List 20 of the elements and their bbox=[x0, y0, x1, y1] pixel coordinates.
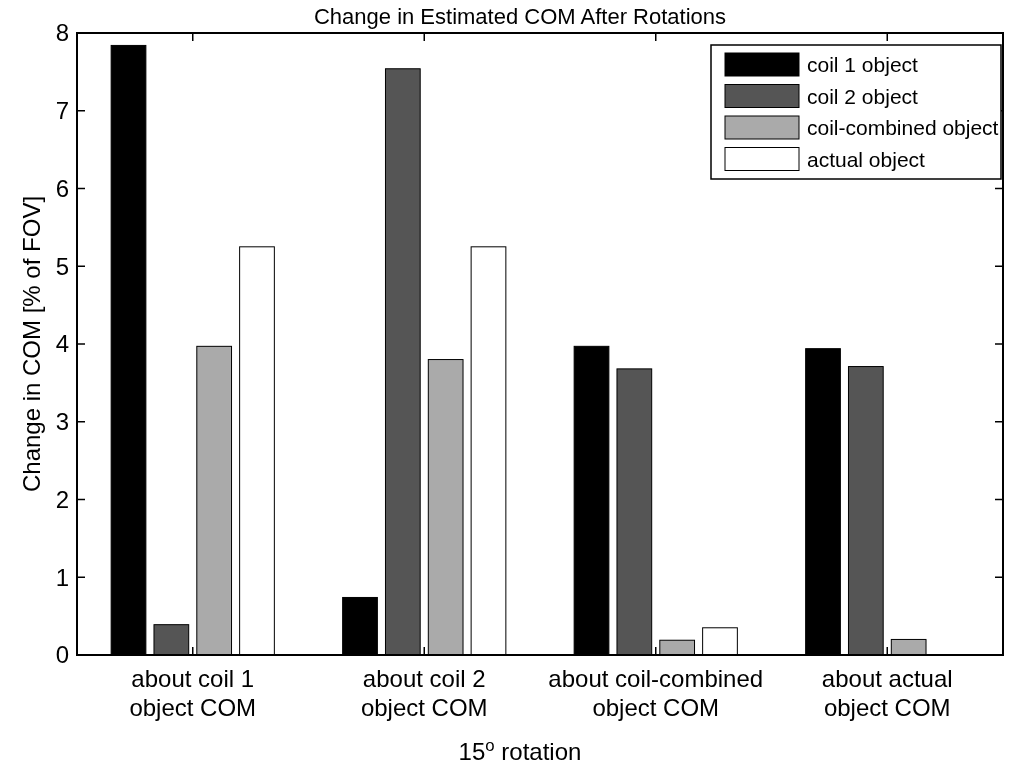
x-tick-label: about coil-combined object COM bbox=[548, 665, 764, 721]
y-tick-label: 1 bbox=[55, 563, 69, 591]
legend-label: coil-combined object bbox=[807, 116, 999, 139]
y-tick-label: 7 bbox=[55, 97, 69, 125]
legend-label: actual object bbox=[807, 147, 926, 171]
chart-title: Change in Estimated COM After Rotations bbox=[313, 4, 727, 29]
x-axis-title: 15$^{o}$ rotation bbox=[458, 735, 582, 765]
y-tick-label: 4 bbox=[55, 330, 69, 358]
y-tick-label: 6 bbox=[55, 174, 69, 202]
x-tick-label: about coil 1 object COM bbox=[129, 665, 257, 721]
y-tick-label: 2 bbox=[55, 485, 69, 513]
y-axis-title: Change in COM [% of FOV] bbox=[18, 195, 45, 493]
y-tick-label: 3 bbox=[55, 408, 69, 436]
y-tick-label: 8 bbox=[55, 19, 69, 47]
x-tick-label: about actual object COM bbox=[821, 665, 953, 721]
y-tick-label: 5 bbox=[55, 252, 69, 280]
legend-label: coil 2 object bbox=[807, 84, 919, 108]
x-tick-label: about coil 2 object COM bbox=[360, 665, 488, 721]
y-tick-label: 0 bbox=[55, 641, 69, 669]
legend-label: coil 1 object bbox=[807, 53, 919, 76]
